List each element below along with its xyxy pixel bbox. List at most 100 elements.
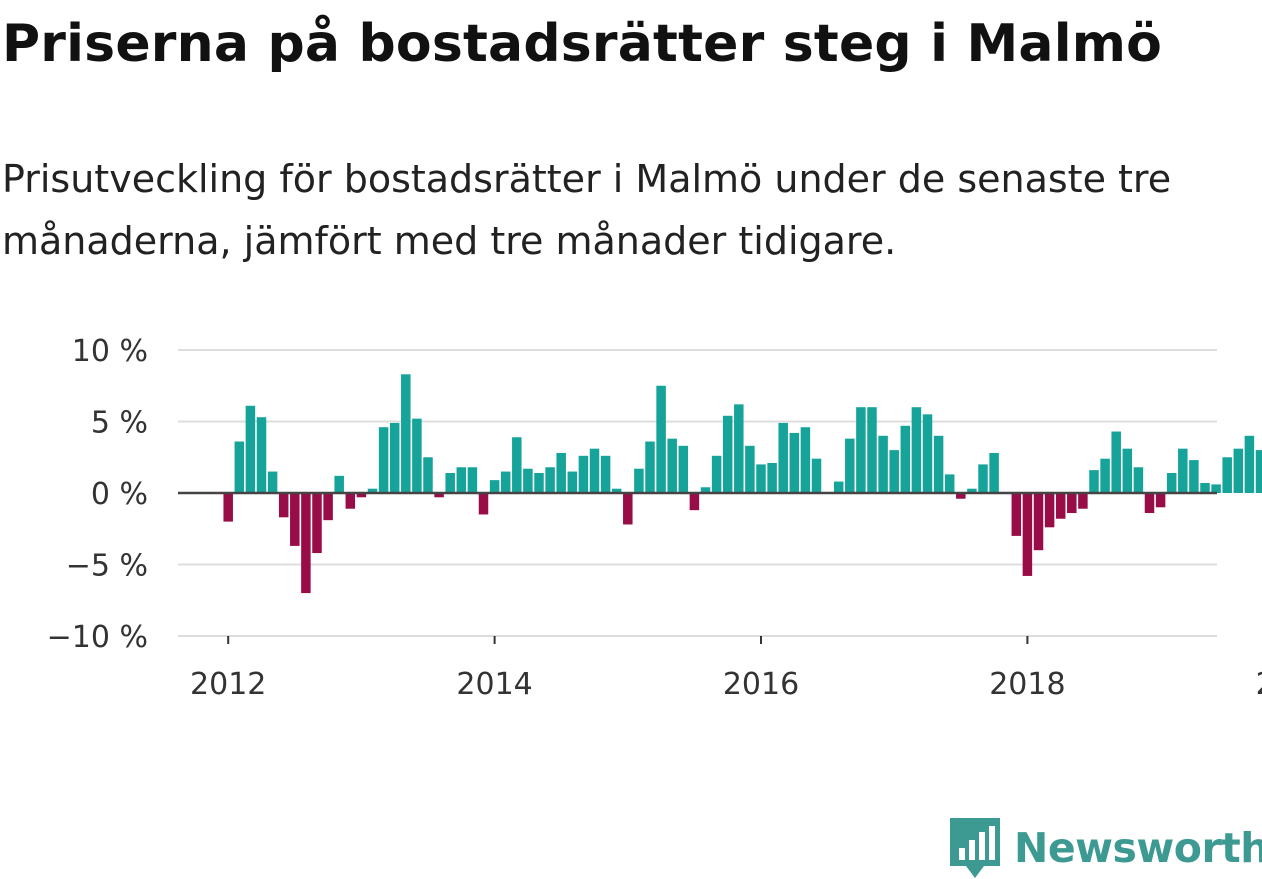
- bar: [567, 471, 578, 493]
- bar: [478, 493, 489, 515]
- bar: [767, 462, 777, 493]
- bar: [922, 414, 933, 493]
- bar: [667, 438, 677, 493]
- bar: [556, 452, 566, 493]
- x-tick-label: 2016: [723, 667, 799, 702]
- bar: [312, 493, 322, 554]
- bar: [378, 427, 389, 493]
- x-tick-label: 2012: [190, 667, 266, 702]
- bar: [1133, 467, 1144, 493]
- bar: [278, 493, 289, 518]
- bar: [345, 493, 356, 509]
- bar: [1078, 493, 1088, 509]
- bar: [234, 441, 245, 493]
- bar: [678, 445, 689, 493]
- bar: [800, 427, 811, 493]
- bar: [833, 481, 844, 493]
- bar: [389, 422, 400, 493]
- bar: [1255, 450, 1262, 493]
- x-tick-label: 2018: [989, 667, 1065, 702]
- y-tick-label: 5 %: [91, 406, 148, 441]
- bar: [856, 407, 866, 493]
- newsworthy-logo-icon: [950, 818, 1000, 878]
- bar: [1100, 458, 1110, 493]
- bar: [1155, 493, 1166, 508]
- bar: [267, 471, 278, 493]
- bar-chart: 10 % 5 % 0 % −5 % −10 % 2012 2014 2016 2018 2020…: [47, 334, 1262, 702]
- bar: [811, 458, 822, 493]
- bar: [1233, 448, 1244, 493]
- bar: [245, 405, 256, 493]
- bar: [911, 407, 922, 493]
- bar: [978, 464, 988, 493]
- bar: [778, 422, 788, 493]
- bar: [1089, 470, 1099, 493]
- bar: [445, 472, 455, 493]
- bar: [589, 448, 600, 493]
- bar: [700, 487, 711, 493]
- bar: [878, 435, 888, 493]
- bar: [711, 455, 722, 493]
- bar: [223, 493, 233, 522]
- gridlines: [178, 349, 1217, 637]
- bar: [867, 407, 877, 493]
- bar: [1178, 448, 1188, 493]
- x-axis: 20122014201620182020202220242026: [190, 636, 1262, 702]
- bar: [1033, 493, 1044, 551]
- newsworthy-logo-text: Newsworthy: [1014, 824, 1262, 872]
- bar: [489, 480, 500, 493]
- bar: [500, 471, 511, 493]
- bar: [1122, 448, 1133, 493]
- bar: [734, 404, 744, 493]
- bar: [900, 425, 911, 493]
- bar: [789, 432, 800, 493]
- bar: [290, 493, 300, 546]
- bar: [367, 488, 378, 493]
- bar: [1044, 493, 1055, 528]
- bar: [1144, 493, 1155, 514]
- y-tick-label: 0 %: [91, 477, 148, 512]
- bar: [545, 467, 555, 493]
- bar: [611, 488, 622, 493]
- bar: [256, 417, 267, 493]
- bar: [323, 493, 333, 521]
- bar: [956, 493, 966, 499]
- bar: [534, 472, 544, 493]
- bar: [933, 435, 944, 493]
- bar: [600, 455, 611, 493]
- chart-subtitle: Prisutveckling för bostadsrätter i Malmö…: [2, 157, 1172, 263]
- bar: [578, 455, 589, 493]
- bar-series: [223, 374, 1262, 594]
- bar: [523, 468, 533, 493]
- bar: [1222, 457, 1232, 493]
- bar: [356, 493, 367, 498]
- bar: [944, 474, 955, 493]
- bar: [467, 467, 478, 493]
- chart-title: Priserna på bostadsrätter steg i Malmö: [2, 14, 1163, 74]
- bar: [756, 464, 766, 493]
- bar: [1244, 435, 1255, 493]
- bar: [1055, 493, 1066, 519]
- y-tick-label: −10 %: [47, 620, 148, 655]
- bar: [334, 475, 344, 493]
- bar: [845, 438, 855, 493]
- bar: [1189, 460, 1199, 493]
- bar: [512, 437, 522, 493]
- bar: [1022, 493, 1033, 576]
- bar: [645, 441, 655, 493]
- bar: [1166, 472, 1177, 493]
- bar: [889, 450, 899, 493]
- bar: [301, 493, 311, 594]
- bar: [634, 468, 644, 493]
- bar: [1200, 482, 1210, 493]
- x-tick-label: 2014: [456, 667, 532, 702]
- bar: [434, 493, 444, 498]
- x-tick-label: 2020: [1256, 667, 1262, 702]
- bar: [656, 385, 666, 493]
- bar: [989, 452, 999, 493]
- y-tick-label: −5 %: [66, 549, 148, 584]
- bar: [745, 445, 755, 493]
- y-axis: 10 % 5 % 0 % −5 % −10 %: [47, 334, 148, 655]
- newsworthy-logo: Newsworthy: [950, 818, 1262, 878]
- bar: [1111, 431, 1121, 493]
